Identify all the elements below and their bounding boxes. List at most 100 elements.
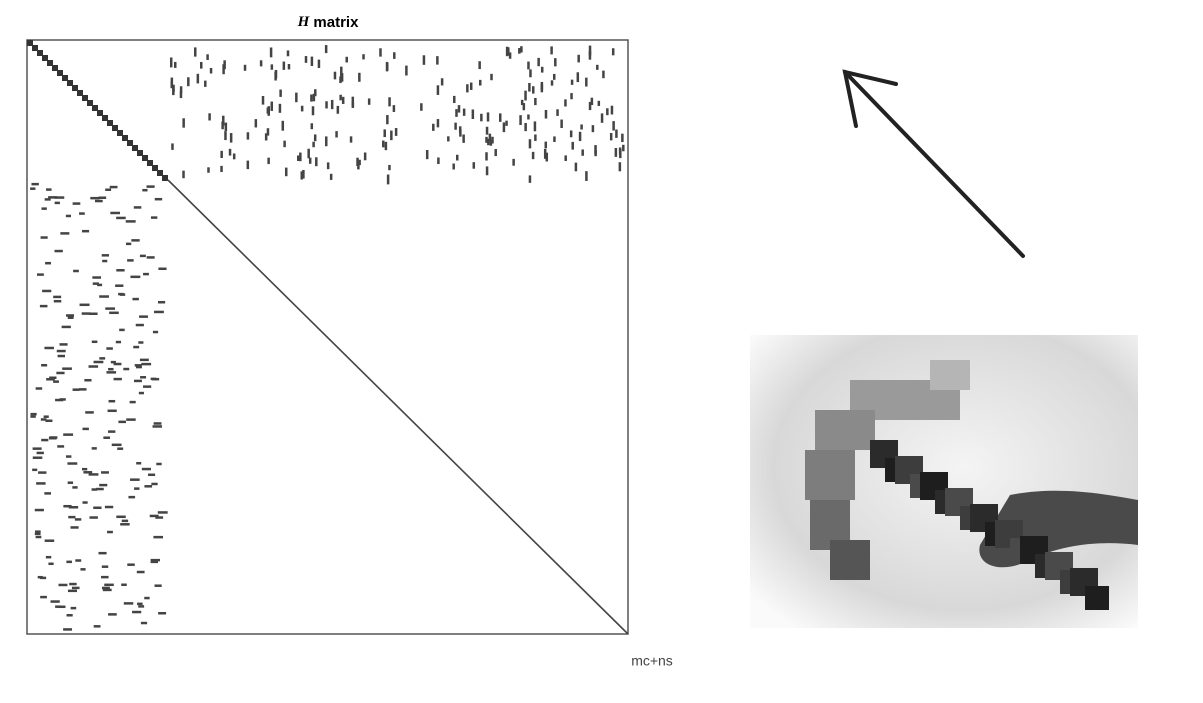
- entry: [597, 100, 601, 106]
- entry: [520, 99, 524, 106]
- diagonal-block: [32, 45, 38, 51]
- entry: [93, 625, 101, 628]
- entry: [200, 61, 203, 69]
- entry: [172, 84, 175, 93]
- entry: [93, 360, 104, 364]
- entry: [170, 77, 174, 86]
- entry: [158, 267, 167, 271]
- entry: [610, 105, 614, 115]
- entry: [494, 149, 497, 157]
- entry: [611, 48, 615, 56]
- entry: [56, 349, 66, 353]
- entry: [308, 157, 312, 164]
- entry: [315, 157, 318, 167]
- entry: [570, 93, 573, 100]
- entry: [104, 583, 114, 587]
- entry: [44, 346, 54, 350]
- entry: [91, 488, 98, 491]
- entry: [552, 73, 556, 80]
- entry: [339, 94, 342, 101]
- entry: [194, 47, 197, 57]
- entry: [174, 61, 177, 68]
- title-var: H: [297, 14, 311, 30]
- entry: [158, 612, 167, 615]
- entry: [386, 174, 390, 185]
- entry: [74, 518, 82, 521]
- entry: [478, 61, 481, 70]
- entry: [264, 133, 268, 141]
- entry: [79, 388, 87, 391]
- entry: [266, 107, 270, 114]
- entry: [116, 269, 125, 272]
- entry: [89, 312, 98, 316]
- diagonal-block: [97, 110, 103, 116]
- entry: [534, 134, 537, 141]
- entry: [132, 297, 139, 301]
- entry: [42, 289, 52, 293]
- diagonal-block: [42, 55, 48, 61]
- entry: [129, 400, 136, 404]
- entry: [554, 58, 557, 67]
- entry: [311, 106, 315, 116]
- entry: [299, 152, 302, 162]
- entry: [570, 79, 574, 85]
- entry: [81, 312, 91, 315]
- entry: [101, 471, 109, 474]
- entry: [540, 66, 544, 73]
- entry: [39, 304, 48, 308]
- entry: [113, 377, 122, 381]
- entry: [72, 388, 80, 391]
- entry: [544, 109, 548, 119]
- entry: [457, 105, 461, 113]
- diagonal-block: [112, 125, 118, 131]
- entry: [266, 128, 270, 136]
- entry: [274, 69, 278, 79]
- entry: [65, 455, 72, 458]
- entry: [85, 411, 94, 414]
- entry: [155, 516, 164, 519]
- entry: [136, 570, 145, 574]
- entry: [228, 148, 232, 156]
- entry: [67, 316, 74, 319]
- entry: [296, 155, 300, 161]
- entry: [62, 367, 72, 370]
- entry: [341, 96, 345, 104]
- entry: [133, 379, 142, 383]
- entry: [490, 73, 493, 81]
- entry: [115, 340, 122, 344]
- diagonal-block: [132, 145, 138, 151]
- entry: [259, 60, 263, 67]
- entry: [43, 415, 49, 418]
- entry: [137, 602, 143, 606]
- entry: [131, 239, 140, 242]
- entry: [143, 385, 152, 388]
- diagonal-block: [117, 130, 123, 136]
- entry: [491, 136, 494, 144]
- entry: [68, 515, 76, 519]
- entry: [121, 583, 127, 587]
- entry: [143, 272, 149, 276]
- entry: [54, 249, 63, 253]
- entry: [485, 152, 488, 161]
- entry: [79, 212, 85, 215]
- entry: [489, 139, 493, 146]
- entry: [187, 77, 190, 87]
- entry: [179, 91, 183, 99]
- entry: [367, 98, 371, 105]
- entry: [392, 105, 396, 112]
- entry: [383, 129, 386, 138]
- entry: [333, 71, 337, 80]
- entry: [34, 508, 44, 512]
- entry: [472, 162, 476, 169]
- entry: [63, 628, 73, 631]
- entry: [556, 109, 559, 116]
- entry: [118, 292, 124, 296]
- entry: [93, 506, 102, 510]
- entry: [121, 519, 129, 523]
- entry: [50, 600, 60, 603]
- entry: [88, 473, 99, 476]
- entry: [99, 295, 109, 298]
- diagonal-block: [87, 100, 93, 106]
- entry: [437, 157, 440, 165]
- entry: [35, 535, 42, 539]
